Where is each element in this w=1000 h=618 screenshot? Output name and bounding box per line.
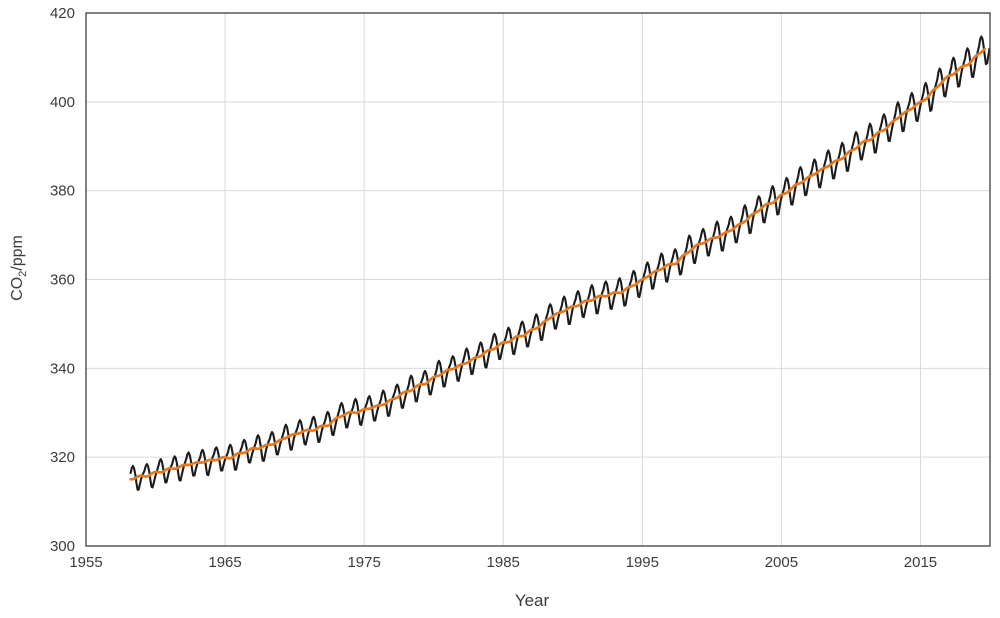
y-tick-label: 400 <box>50 94 75 111</box>
x-axis-label: Year <box>515 591 550 610</box>
x-tick-label: 2015 <box>904 554 937 571</box>
y-axis-label: CO2/ppm <box>9 235 29 301</box>
x-tick-label: 1975 <box>347 554 380 571</box>
plot-frame <box>85 12 991 547</box>
trend-co2-line <box>129 47 987 481</box>
x-tick-label: 2005 <box>765 554 798 571</box>
y-tick-label: 340 <box>50 360 75 377</box>
y-tick-label: 380 <box>50 183 75 200</box>
y-tick-label: 320 <box>50 449 75 466</box>
x-tick-label: 1985 <box>487 554 520 571</box>
x-tick-label: 1955 <box>69 554 102 571</box>
monthly-co2-line <box>129 35 991 491</box>
y-tick-label: 420 <box>50 5 75 22</box>
y-tick-label: 360 <box>50 272 75 289</box>
x-tick-label: 1965 <box>208 554 241 571</box>
y-tick-label: 300 <box>50 538 75 555</box>
x-tick-label: 1995 <box>626 554 659 571</box>
